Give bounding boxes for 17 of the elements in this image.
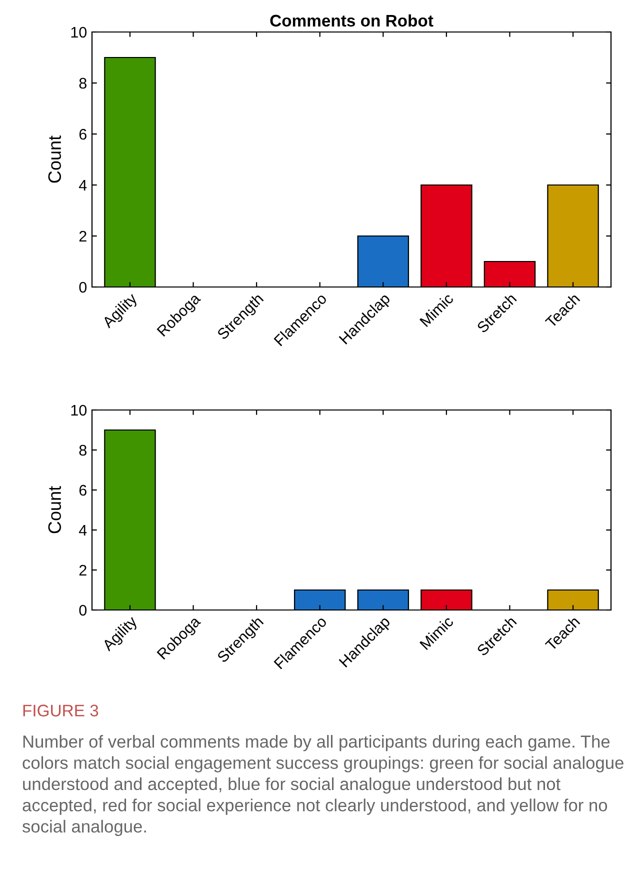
y-tick-label: 4 (78, 180, 87, 191)
y-tick-label: 10 (71, 26, 87, 38)
y-tick-label: 6 (79, 128, 86, 140)
text: Number of verbal comments made by all participants during each game. The colors match social engagement success groupings: green for social analogue understood and accepted, blue for social analogue understood but not accepted, red for social experience not clearly understood, and yellow for no social analogue. (22, 735, 624, 836)
y-tick-label: 8 (79, 444, 86, 456)
y-tick-label: 6 (79, 484, 86, 496)
y-tick-label: 0 (79, 282, 87, 293)
y-tick-label: 10 (71, 404, 87, 416)
caption: FIGURE 3 (23, 704, 98, 716)
y-axis-title: Count (48, 486, 62, 534)
y-tick-label: 8 (79, 78, 86, 89)
y-tick-label: 2 (79, 564, 86, 576)
y-tick-label: 2 (79, 230, 86, 242)
chart-title: Comments on Robot (270, 14, 434, 27)
y-tick-label: 0 (79, 604, 87, 616)
y-tick-label: 4 (78, 525, 87, 536)
y-axis-title: Count (48, 136, 62, 183)
